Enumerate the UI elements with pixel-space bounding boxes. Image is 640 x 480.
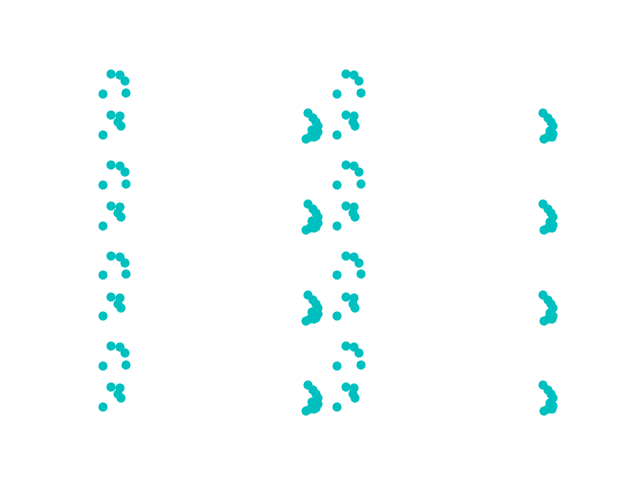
scatter-point: [301, 406, 311, 416]
scatter-point: [309, 404, 319, 414]
scatter-point: [98, 311, 108, 321]
scatter-point: [354, 76, 364, 86]
scatter-point: [350, 121, 360, 131]
scatter-point: [547, 314, 557, 324]
scatter-point: [121, 88, 131, 98]
scatter-point: [309, 132, 319, 142]
scatter-point: [539, 316, 549, 326]
scatter-point: [106, 341, 116, 351]
scatter-point: [301, 316, 311, 326]
scatter-point: [116, 212, 126, 222]
scatter-point: [332, 180, 342, 190]
scatter-point: [106, 251, 116, 261]
scatter-point: [106, 201, 116, 211]
scatter-point: [356, 269, 366, 279]
scatter-point: [341, 251, 351, 261]
scatter-point: [354, 258, 364, 268]
scatter-point: [106, 160, 116, 170]
scatter-point: [341, 110, 351, 120]
scatter-point: [98, 130, 108, 140]
scatter-point: [547, 223, 557, 233]
scatter-point: [350, 212, 360, 222]
scatter-point: [98, 221, 108, 231]
scatter-point: [106, 69, 116, 79]
scatter-point: [120, 258, 130, 268]
scatter-point: [309, 223, 319, 233]
scatter-point: [106, 382, 116, 392]
scatter-point: [354, 167, 364, 177]
scatter-point: [350, 393, 360, 403]
scatter-point: [341, 160, 351, 170]
scatter-point: [354, 348, 364, 358]
scatter-point: [341, 292, 351, 302]
scatter-point: [350, 303, 360, 313]
scatter-point: [332, 311, 342, 321]
scatter-point: [341, 382, 351, 392]
scatter-point: [332, 130, 342, 140]
scatter-point: [121, 269, 131, 279]
scatter-point: [301, 134, 311, 144]
scatter-point: [332, 402, 342, 412]
scatter-point: [116, 121, 126, 131]
scatter-point: [332, 270, 342, 280]
scatter-point: [539, 134, 549, 144]
scatter-point: [98, 361, 108, 371]
scatter-point: [356, 88, 366, 98]
scatter-point: [301, 225, 311, 235]
scatter-point: [120, 348, 130, 358]
scatter-point: [356, 179, 366, 189]
scatter-point: [341, 69, 351, 79]
scatter-point: [120, 167, 130, 177]
scatter-point: [332, 221, 342, 231]
scatter-point: [547, 404, 557, 414]
scatter-point: [116, 303, 126, 313]
scatter-point: [98, 270, 108, 280]
scatter-point: [309, 314, 319, 324]
scatter-point: [98, 402, 108, 412]
scatter-point: [98, 89, 108, 99]
scatter-point: [539, 225, 549, 235]
scatter-point: [332, 361, 342, 371]
scatter-point: [121, 179, 131, 189]
scatter-point: [341, 201, 351, 211]
scatter-point: [116, 393, 126, 403]
scatter-point: [120, 76, 130, 86]
scatter-point: [547, 132, 557, 142]
scatter-point: [332, 89, 342, 99]
scatter-point: [106, 110, 116, 120]
points-layer: [98, 69, 558, 416]
scatter-point: [98, 180, 108, 190]
scatter-point: [341, 341, 351, 351]
scatter-point: [539, 406, 549, 416]
scatter-point: [106, 292, 116, 302]
scatter-point: [121, 360, 131, 370]
scatter-point: [356, 360, 366, 370]
